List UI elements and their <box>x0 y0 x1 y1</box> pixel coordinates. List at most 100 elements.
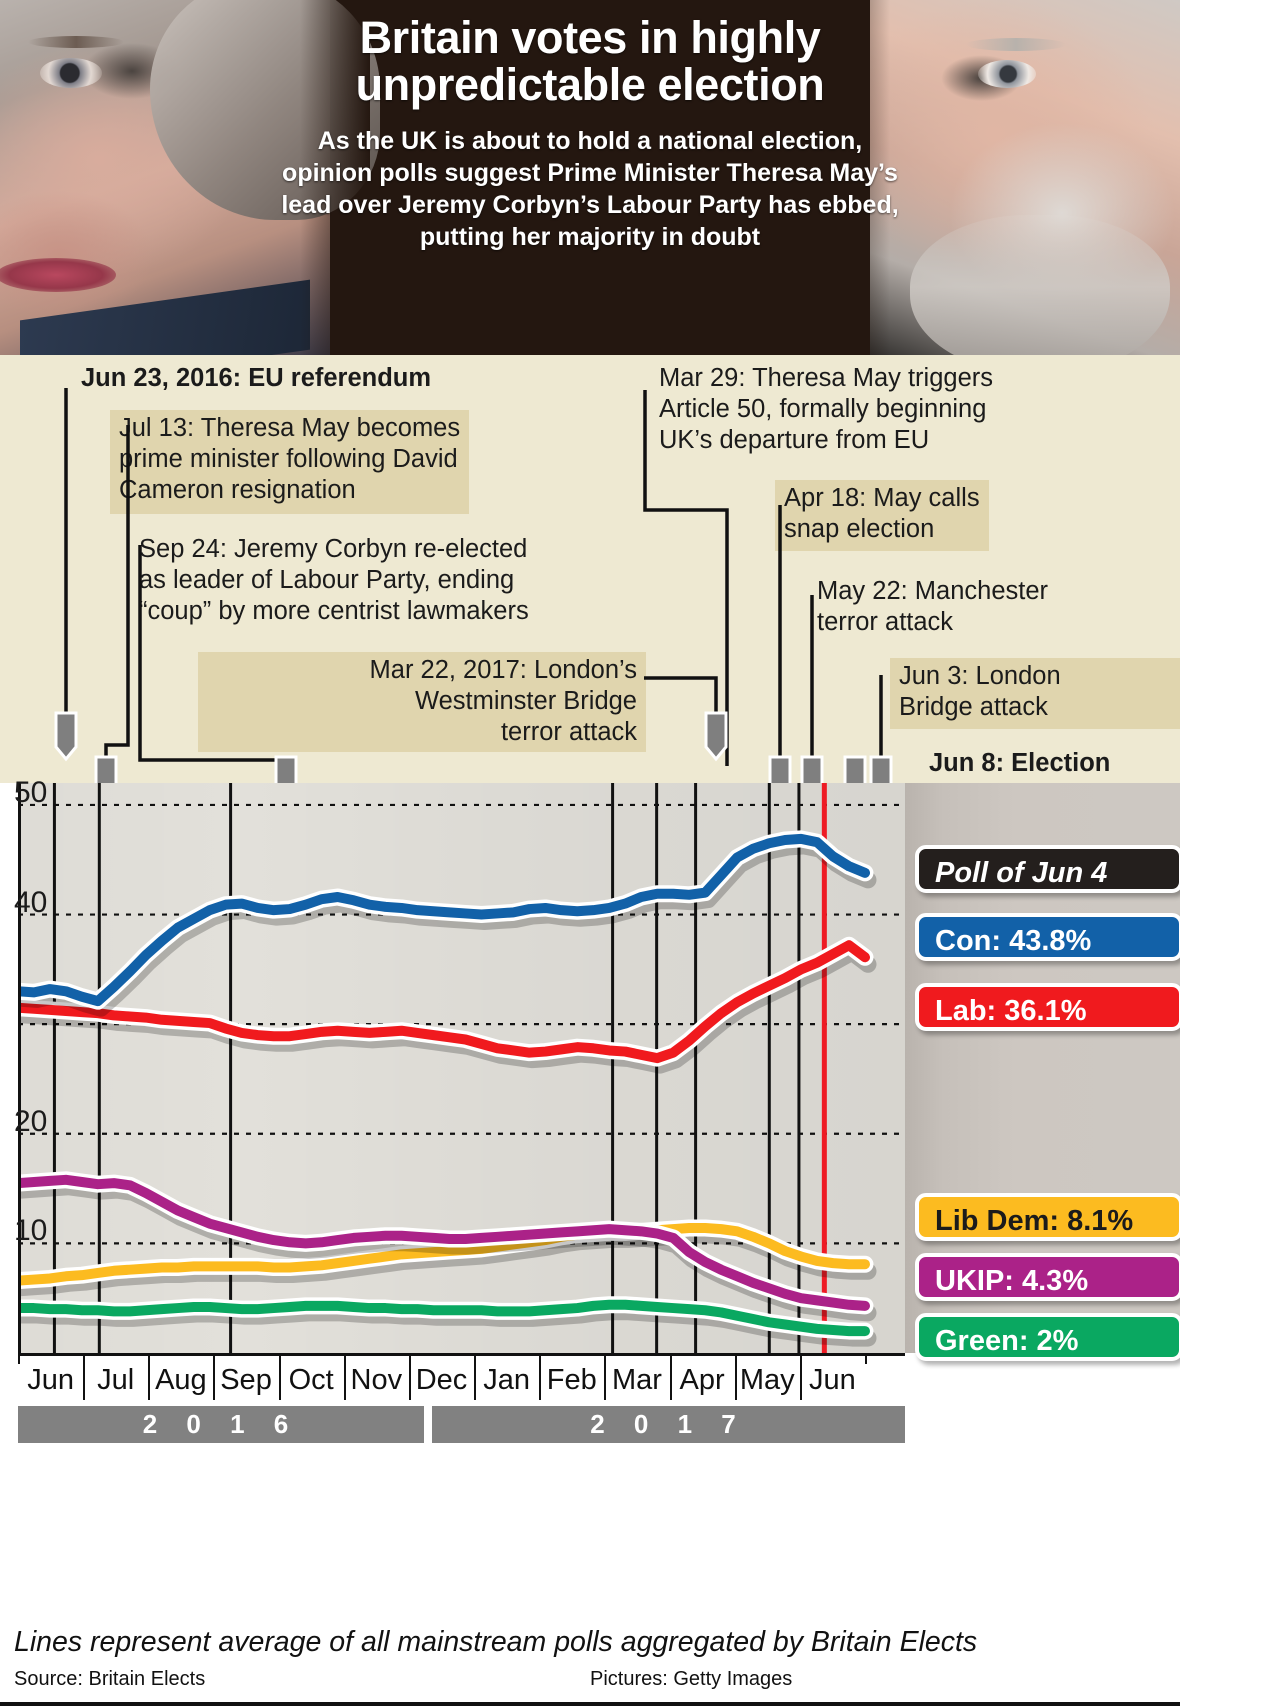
x-axis-tick <box>148 1353 151 1364</box>
annotation-manchester-line2: terror attack <box>817 608 954 636</box>
annotation-may-pm-line3: Cameron resignation <box>119 476 356 504</box>
corbyn-eyebrow <box>966 38 1066 51</box>
month-label-apr-10: Apr <box>679 1364 725 1396</box>
legend-libdem: Lib Dem: 8.1% <box>915 1193 1183 1241</box>
x-axis-tick <box>18 1353 20 1364</box>
annotation-westminster-bridge: Mar 22, 2017: London’s Westminster Bridg… <box>198 652 646 752</box>
month-label-sep-3: Sep <box>220 1364 272 1396</box>
annotation-article-50: Mar 29: Theresa May triggers Article 50,… <box>650 360 1002 460</box>
month-label-feb-8: Feb <box>546 1364 597 1396</box>
annotation-londonbridge-line2: Bridge attack <box>899 693 1048 721</box>
series-line-lib-dem <box>18 1223 870 1286</box>
annotation-corbyn-line2: as leader of Labour Party, ending <box>139 566 515 594</box>
legend-green: Green: 2% <box>915 1313 1183 1361</box>
year-band-2016: 2 0 1 6 <box>18 1406 424 1443</box>
x-axis-tick <box>474 1353 477 1364</box>
month-label-oct-4: Oct <box>288 1364 334 1396</box>
month-label-mar-9: Mar <box>611 1364 662 1396</box>
pictures-credit: Pictures: Getty Images <box>590 1668 793 1690</box>
timeline-annotation-zone: Jun 23, 2016: EU referendum Jul 13: Ther… <box>0 355 1180 783</box>
y-tick-10: 10 <box>14 1214 48 1248</box>
month-separator <box>799 1360 802 1400</box>
annotation-corbyn-line3: “coup” by more centrist lawmakers <box>139 597 529 625</box>
month-separator <box>343 1360 346 1400</box>
series-shadow-ukip <box>18 1178 877 1322</box>
month-label-dec-6: Dec <box>415 1364 468 1396</box>
header-text-block: Britain votes in highly unpredictable el… <box>280 14 900 253</box>
x-axis-tick <box>343 1353 346 1364</box>
x-axis-tick <box>604 1353 607 1364</box>
month-separator <box>734 1360 737 1400</box>
y-tick-40: 40 <box>14 885 48 919</box>
series-line-lab <box>18 940 870 1064</box>
corbyn-beard <box>910 215 1170 355</box>
y-tick-20: 20 <box>14 1104 48 1138</box>
x-axis-tick <box>799 1353 802 1364</box>
month-label-jun-0: Jun <box>27 1364 74 1396</box>
month-label-jan-7: Jan <box>483 1364 531 1396</box>
month-separator <box>474 1360 477 1400</box>
series-line-con <box>18 833 870 1007</box>
month-separator <box>604 1360 607 1400</box>
y-tick-50: 50 <box>14 775 48 809</box>
annotation-corbyn-reelected: Sep 24: Jeremy Corbyn re-elected as lead… <box>130 531 538 633</box>
plot-area <box>18 783 905 1353</box>
annotation-election-text: Jun 8: Election <box>929 749 1111 777</box>
poll-chart: 10 20 40 50 Jun Jul Aug Sep Oct Nov Dec Jan Feb Mar A… <box>0 776 1183 1503</box>
annotation-londonbridge-line1: Jun 3: London <box>899 662 1061 690</box>
header-fade-left <box>300 0 370 355</box>
x-axis-month-labels: Jun Jul Aug Sep Oct Nov Dec Jan Feb Mar Apr May Jun <box>18 1358 905 1402</box>
annotation-article50-line3: UK’s departure from EU <box>659 426 930 454</box>
month-separator <box>539 1360 542 1400</box>
y-axis <box>18 783 21 1353</box>
annotation-westminster-line1: Mar 22, 2017: London’s <box>369 656 637 684</box>
month-label-nov-5: Nov <box>350 1364 403 1396</box>
may-eye <box>40 58 102 88</box>
annotation-snap-line2: snap election <box>784 515 935 543</box>
header-banner: Britain votes in highly unpredictable el… <box>0 0 1180 355</box>
x-axis-tick <box>408 1353 411 1364</box>
annotation-manchester-line1: May 22: Manchester <box>817 577 1049 605</box>
month-separator <box>278 1360 281 1400</box>
legend-con: Con: 43.8% <box>915 913 1183 961</box>
may-eyebrow <box>28 36 124 48</box>
bottom-rule <box>0 1702 1180 1706</box>
month-separator <box>408 1360 411 1400</box>
series-line-green <box>18 1299 870 1337</box>
annotation-corbyn-line1: Sep 24: Jeremy Corbyn re-elected <box>139 535 528 563</box>
month-label-jul-1: Jul <box>97 1364 135 1396</box>
x-axis-tick <box>213 1353 216 1364</box>
series-shadow-con <box>18 837 877 1017</box>
annotation-eu-referendum-text: Jun 23, 2016: EU referendum <box>81 364 432 392</box>
header-fade-right <box>810 0 890 355</box>
x-axis-tick <box>734 1353 737 1364</box>
annotation-snap-line1: Apr 18: May calls <box>784 484 980 512</box>
x-axis-tick <box>278 1353 281 1364</box>
month-separator <box>83 1360 86 1400</box>
photo-jeremy-corbyn <box>870 0 1180 355</box>
annotation-westminster-line3: terror attack <box>500 718 637 746</box>
annotation-election-day: Jun 8: Election <box>920 745 1119 783</box>
annotation-may-pm-line2: prime minister following David <box>119 445 458 473</box>
annotation-westminster-line2: Westminster Bridge <box>414 687 637 715</box>
x-axis-tick <box>669 1353 672 1364</box>
x-axis-tick <box>83 1353 86 1364</box>
series-line-ukip <box>18 1174 870 1311</box>
month-label-aug-2: Aug <box>155 1364 207 1396</box>
annotation-london-bridge: Jun 3: London Bridge attack <box>890 658 1180 729</box>
annotation-manchester-attack: May 22: Manchester terror attack <box>808 573 1057 644</box>
month-separator <box>669 1360 672 1400</box>
legend-lab: Lab: 36.1% <box>915 983 1183 1031</box>
annotation-article50-line1: Mar 29: Theresa May triggers <box>659 364 993 392</box>
x-axis-tick <box>539 1353 542 1364</box>
annotation-may-pm-line1: Jul 13: Theresa May becomes <box>119 414 461 442</box>
annotation-eu-referendum: Jun 23, 2016: EU referendum <box>72 360 440 398</box>
month-separator <box>213 1360 216 1400</box>
page-subtitle: As the UK is about to hold a national el… <box>281 127 899 251</box>
annotation-may-becomes-pm: Jul 13: Theresa May becomes prime minist… <box>110 410 470 514</box>
x-axis <box>18 1353 905 1356</box>
x-axis-tick <box>865 1353 867 1364</box>
annotation-snap-election: Apr 18: May calls snap election <box>775 480 989 551</box>
chart-svg <box>18 783 905 1353</box>
corbyn-eye <box>978 60 1036 88</box>
